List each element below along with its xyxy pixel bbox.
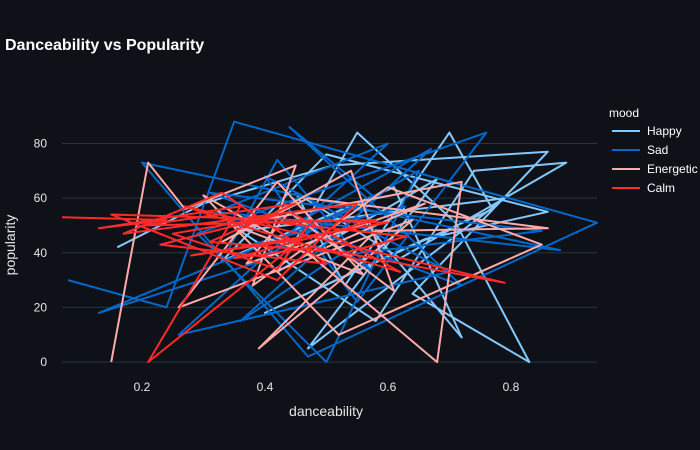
- x-axis-title: danceability: [289, 403, 363, 419]
- legend-item-happy[interactable]: Happy: [612, 124, 682, 138]
- legend-label: Sad: [647, 143, 668, 157]
- series-lines: [61, 120, 598, 364]
- y-tick-label: 40: [34, 246, 48, 260]
- y-tick-label: 0: [40, 355, 47, 369]
- series-line-happy[interactable]: [116, 131, 568, 364]
- series-line-sad[interactable]: [67, 120, 598, 364]
- x-tick-label: 0.6: [380, 380, 397, 394]
- series-line-calm[interactable]: [61, 191, 506, 364]
- x-tick-label: 0.4: [257, 380, 274, 394]
- y-axis-ticks: 0 20 40 60 80: [34, 137, 48, 370]
- legend-label: Calm: [647, 181, 675, 195]
- x-tick-label: 0.8: [503, 380, 520, 394]
- x-tick-label: 0.2: [134, 380, 151, 394]
- gridlines: [62, 143, 597, 363]
- legend-label: Energetic: [647, 162, 698, 176]
- x-axis-ticks: 0.2 0.4 0.6 0.8: [134, 380, 520, 394]
- legend-title: mood: [609, 106, 639, 120]
- y-tick-label: 60: [34, 191, 48, 205]
- legend-item-calm[interactable]: Calm: [612, 181, 675, 195]
- y-tick-label: 80: [34, 137, 48, 151]
- legend-item-sad[interactable]: Sad: [612, 143, 668, 157]
- legend-item-energetic[interactable]: Energetic: [612, 162, 698, 176]
- legend-label: Happy: [647, 124, 682, 138]
- y-tick-label: 20: [34, 300, 48, 314]
- chart-title: Danceability vs Popularity: [5, 37, 204, 54]
- y-axis-title: popularity: [2, 215, 18, 276]
- legend[interactable]: mood Happy Sad Energetic Calm: [609, 106, 698, 195]
